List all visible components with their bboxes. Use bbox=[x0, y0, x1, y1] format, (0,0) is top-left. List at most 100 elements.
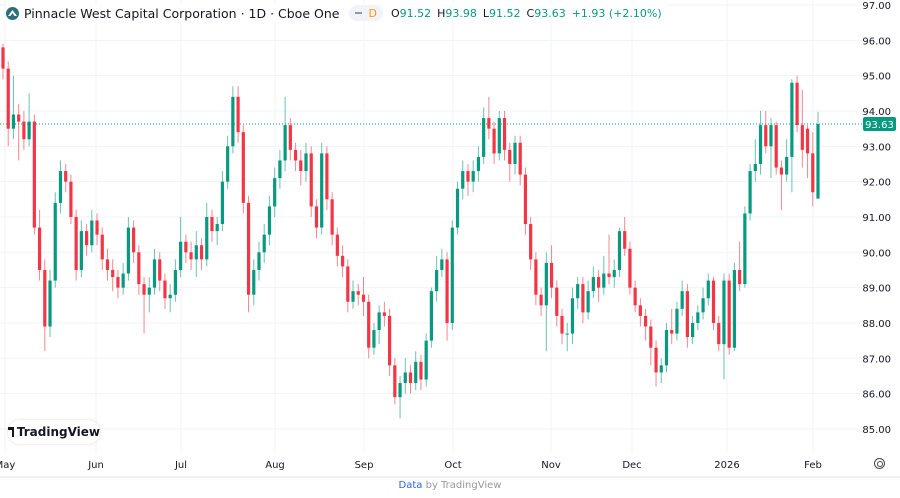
settings-icon[interactable] bbox=[874, 458, 885, 469]
candle-body bbox=[32, 121, 36, 228]
candle bbox=[1, 43, 5, 80]
candle-body bbox=[53, 202, 57, 281]
y-tick-label: 88.00 bbox=[862, 319, 891, 330]
candle-body bbox=[408, 372, 413, 384]
candle-body bbox=[419, 361, 423, 380]
candle bbox=[576, 277, 580, 309]
x-tick-label: Aug bbox=[265, 460, 285, 471]
candle bbox=[685, 284, 689, 348]
candle bbox=[706, 273, 710, 306]
candle-body bbox=[105, 259, 110, 270]
candle bbox=[617, 227, 622, 278]
candlestick-chart[interactable]: 97.00 96.00 95.00 94.00 93.00 92.00 91.00 90.00… bbox=[0, 0, 900, 478]
tradingview-badge[interactable]: TradingView bbox=[8, 420, 100, 444]
candle-body bbox=[549, 262, 554, 288]
candle-body bbox=[654, 347, 658, 373]
candle-body bbox=[743, 213, 747, 285]
candle bbox=[142, 277, 146, 334]
candle bbox=[623, 216, 627, 256]
candle bbox=[680, 280, 684, 316]
candle bbox=[137, 245, 141, 295]
candle-body bbox=[283, 125, 287, 161]
candle bbox=[643, 308, 648, 341]
candle-body bbox=[69, 181, 73, 217]
y-tick-label: 95.00 bbox=[862, 72, 891, 83]
candle-body bbox=[194, 245, 198, 260]
candle bbox=[309, 146, 313, 217]
candle-body bbox=[529, 224, 533, 260]
candle bbox=[393, 358, 397, 405]
y-tick-label: 85.00 bbox=[862, 425, 891, 436]
candle-body bbox=[424, 340, 428, 380]
candle-body bbox=[137, 252, 141, 285]
candle-body bbox=[623, 231, 627, 249]
candle bbox=[163, 273, 167, 309]
candle bbox=[32, 114, 36, 235]
candle bbox=[377, 305, 381, 345]
candle-body bbox=[6, 68, 10, 129]
last-price-label: 93.63 bbox=[865, 120, 894, 131]
candle bbox=[215, 216, 219, 246]
candle bbox=[388, 308, 392, 376]
candle-body bbox=[189, 252, 193, 260]
data-link[interactable]: Data bbox=[398, 480, 423, 491]
candle-body bbox=[466, 171, 470, 182]
candle-body bbox=[226, 146, 230, 182]
candle-body bbox=[738, 269, 742, 285]
candle bbox=[696, 305, 700, 331]
candle bbox=[596, 269, 601, 302]
candle-body bbox=[560, 315, 564, 334]
last-price-box bbox=[863, 117, 896, 132]
candle bbox=[414, 351, 418, 391]
candle-body bbox=[246, 202, 251, 295]
candle bbox=[602, 255, 606, 295]
candle-body bbox=[492, 128, 496, 154]
x-tick-label: Sep bbox=[355, 460, 374, 471]
candle bbox=[544, 252, 548, 352]
candle-body bbox=[544, 262, 548, 306]
candle-body bbox=[612, 269, 616, 278]
candle-body bbox=[435, 269, 439, 292]
x-tick-label: Jul bbox=[174, 460, 187, 471]
candle-body bbox=[314, 206, 319, 228]
candle-body bbox=[539, 294, 543, 306]
candle bbox=[560, 308, 564, 345]
y-tick-label: 90.00 bbox=[862, 248, 891, 259]
candle bbox=[335, 227, 339, 267]
candle bbox=[811, 132, 815, 207]
candle-body bbox=[811, 153, 815, 193]
candle-body bbox=[800, 125, 804, 150]
candle-body bbox=[199, 245, 204, 260]
candle bbox=[539, 287, 543, 316]
symbol-title[interactable]: Pinnacle West Capital Corporation · 1D ·… bbox=[24, 5, 340, 21]
candle-body bbox=[764, 125, 768, 147]
candle bbox=[732, 262, 737, 352]
candle bbox=[69, 174, 73, 225]
candle-body bbox=[377, 312, 381, 331]
candle bbox=[743, 206, 747, 288]
candle-body bbox=[476, 156, 481, 172]
interval-badge[interactable]: D bbox=[349, 5, 383, 21]
pinnacle-logo-icon bbox=[6, 6, 19, 20]
candle bbox=[722, 273, 726, 380]
candle-body bbox=[340, 255, 345, 267]
candle-body bbox=[288, 125, 292, 150]
candle bbox=[189, 241, 193, 270]
candle bbox=[231, 86, 235, 154]
candle bbox=[199, 238, 204, 270]
candle-body bbox=[27, 121, 31, 140]
candle-body bbox=[455, 188, 460, 228]
candle bbox=[408, 365, 413, 394]
candle-body bbox=[691, 322, 695, 338]
candle-body bbox=[696, 312, 700, 323]
candle bbox=[194, 231, 198, 278]
candle bbox=[267, 195, 272, 246]
candle-body bbox=[388, 315, 392, 366]
candle-body bbox=[675, 308, 679, 334]
candle bbox=[555, 280, 559, 327]
candle bbox=[482, 107, 486, 164]
candle-body bbox=[643, 315, 648, 327]
y-tick-label: 91.00 bbox=[862, 213, 891, 224]
x-tick-label: Dec bbox=[622, 460, 641, 471]
candle-body bbox=[142, 284, 146, 295]
